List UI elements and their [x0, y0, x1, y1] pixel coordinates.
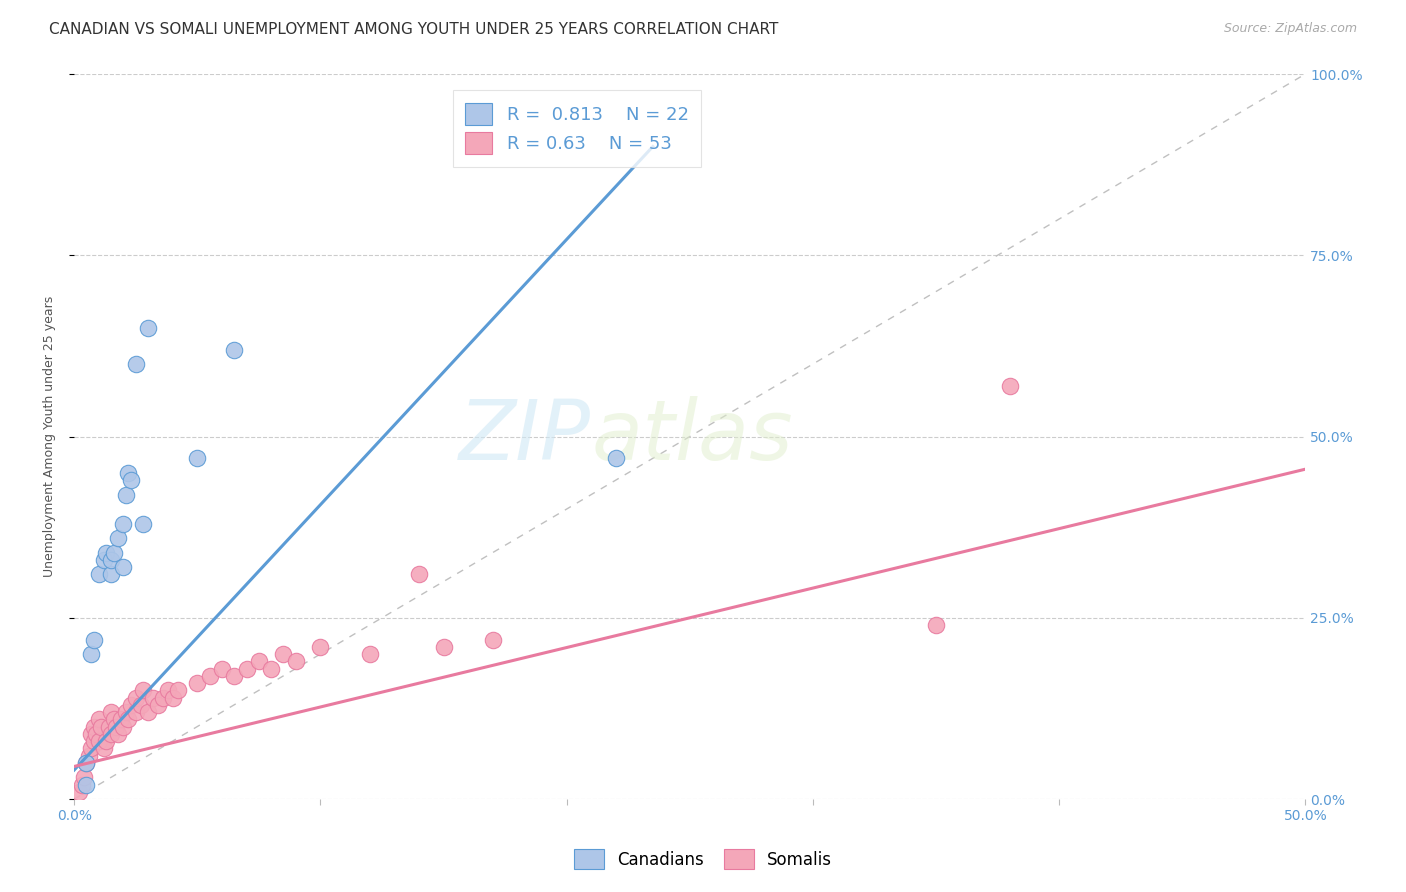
- Point: [132, 516, 155, 531]
- Y-axis label: Unemployment Among Youth under 25 years: Unemployment Among Youth under 25 years: [44, 296, 56, 577]
- Point: [112, 516, 135, 531]
- Point: [100, 705, 122, 719]
- Point: [198, 669, 221, 683]
- Point: [481, 632, 503, 647]
- Point: [100, 727, 122, 741]
- Point: [73, 770, 96, 784]
- Point: [83, 632, 105, 647]
- Point: [83, 720, 105, 734]
- Point: [110, 712, 132, 726]
- Point: [136, 320, 159, 334]
- Point: [83, 734, 105, 748]
- Point: [273, 647, 295, 661]
- Point: [87, 567, 110, 582]
- Point: [97, 720, 120, 734]
- Point: [80, 727, 103, 741]
- Point: [76, 756, 98, 770]
- Legend: Canadians, Somalis: Canadians, Somalis: [564, 838, 842, 880]
- Point: [107, 531, 129, 545]
- Point: [103, 712, 125, 726]
- Point: [166, 683, 188, 698]
- Point: [284, 654, 307, 668]
- Point: [120, 698, 142, 712]
- Point: [107, 727, 129, 741]
- Point: [103, 545, 125, 559]
- Point: [432, 640, 454, 654]
- Point: [112, 560, 135, 574]
- Point: [70, 778, 93, 792]
- Point: [129, 698, 152, 712]
- Point: [77, 748, 100, 763]
- Point: [132, 683, 155, 698]
- Point: [925, 618, 948, 632]
- Point: [211, 662, 233, 676]
- Point: [105, 720, 128, 734]
- Text: Source: ZipAtlas.com: Source: ZipAtlas.com: [1223, 22, 1357, 36]
- Point: [224, 343, 246, 357]
- Point: [247, 654, 270, 668]
- Point: [309, 640, 332, 654]
- Point: [76, 778, 98, 792]
- Point: [112, 720, 135, 734]
- Point: [235, 662, 257, 676]
- Point: [136, 705, 159, 719]
- Point: [96, 734, 118, 748]
- Point: [87, 712, 110, 726]
- Point: [408, 567, 430, 582]
- Point: [115, 487, 138, 501]
- Point: [86, 727, 108, 741]
- Point: [87, 734, 110, 748]
- Point: [67, 785, 90, 799]
- Point: [998, 378, 1021, 392]
- Point: [76, 756, 98, 770]
- Point: [93, 553, 115, 567]
- Point: [117, 712, 139, 726]
- Point: [93, 741, 115, 756]
- Point: [90, 720, 112, 734]
- Point: [162, 690, 184, 705]
- Point: [605, 451, 627, 466]
- Point: [224, 669, 246, 683]
- Legend: R =  0.813    N = 22, R = 0.63    N = 53: R = 0.813 N = 22, R = 0.63 N = 53: [453, 90, 702, 167]
- Point: [115, 705, 138, 719]
- Point: [260, 662, 283, 676]
- Point: [152, 690, 174, 705]
- Point: [80, 741, 103, 756]
- Point: [96, 545, 118, 559]
- Point: [156, 683, 179, 698]
- Text: ZIP: ZIP: [460, 396, 592, 477]
- Text: CANADIAN VS SOMALI UNEMPLOYMENT AMONG YOUTH UNDER 25 YEARS CORRELATION CHART: CANADIAN VS SOMALI UNEMPLOYMENT AMONG YO…: [49, 22, 779, 37]
- Point: [100, 553, 122, 567]
- Point: [80, 647, 103, 661]
- Text: atlas: atlas: [592, 396, 793, 477]
- Point: [125, 357, 148, 371]
- Point: [100, 567, 122, 582]
- Point: [142, 690, 165, 705]
- Point: [186, 451, 208, 466]
- Point: [117, 466, 139, 480]
- Point: [120, 473, 142, 487]
- Point: [125, 705, 148, 719]
- Point: [359, 647, 381, 661]
- Point: [125, 690, 148, 705]
- Point: [146, 698, 169, 712]
- Point: [186, 676, 208, 690]
